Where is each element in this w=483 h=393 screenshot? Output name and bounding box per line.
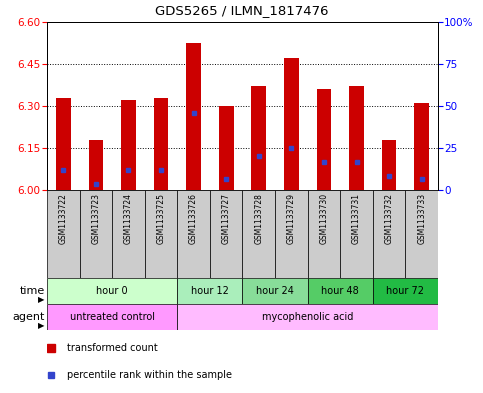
Text: GSM1133731: GSM1133731 <box>352 193 361 244</box>
Text: GSM1133725: GSM1133725 <box>156 193 166 244</box>
Text: untreated control: untreated control <box>70 312 155 322</box>
Bar <box>317 89 331 190</box>
Bar <box>88 140 103 190</box>
Bar <box>177 304 438 330</box>
Text: ▶: ▶ <box>38 321 44 330</box>
Bar <box>414 103 429 190</box>
Bar <box>242 190 275 278</box>
Bar <box>373 190 405 278</box>
Bar <box>242 278 308 304</box>
Bar <box>154 97 169 190</box>
Text: time: time <box>19 286 44 296</box>
Bar <box>47 278 177 304</box>
Text: GSM1133733: GSM1133733 <box>417 193 426 244</box>
Text: GSM1133727: GSM1133727 <box>222 193 231 244</box>
Bar <box>382 140 397 190</box>
Bar <box>47 304 177 330</box>
Text: mycophenolic acid: mycophenolic acid <box>262 312 354 322</box>
Bar <box>219 106 234 190</box>
Bar <box>275 190 308 278</box>
Text: GSM1133724: GSM1133724 <box>124 193 133 244</box>
Bar <box>284 59 298 190</box>
Bar <box>308 190 340 278</box>
Text: agent: agent <box>12 312 44 322</box>
Text: hour 72: hour 72 <box>386 286 425 296</box>
Bar <box>252 86 266 190</box>
Bar <box>145 190 177 278</box>
Text: transformed count: transformed count <box>67 343 157 353</box>
Text: GDS5265 / ILMN_1817476: GDS5265 / ILMN_1817476 <box>155 4 328 18</box>
Bar <box>47 190 80 278</box>
Text: GSM1133726: GSM1133726 <box>189 193 198 244</box>
Bar <box>210 190 242 278</box>
Bar <box>373 278 438 304</box>
Bar <box>405 190 438 278</box>
Text: GSM1133723: GSM1133723 <box>91 193 100 244</box>
Text: GSM1133732: GSM1133732 <box>384 193 394 244</box>
Text: hour 24: hour 24 <box>256 286 294 296</box>
Text: ▶: ▶ <box>38 295 44 304</box>
Text: GSM1133730: GSM1133730 <box>319 193 328 244</box>
Bar <box>121 100 136 190</box>
Bar <box>340 190 373 278</box>
Text: GSM1133722: GSM1133722 <box>59 193 68 244</box>
Bar <box>112 190 145 278</box>
Text: GSM1133728: GSM1133728 <box>254 193 263 244</box>
Bar <box>177 278 242 304</box>
Bar <box>177 190 210 278</box>
Bar <box>80 190 112 278</box>
Text: hour 0: hour 0 <box>96 286 128 296</box>
Bar <box>349 86 364 190</box>
Bar <box>56 97 71 190</box>
Text: GSM1133729: GSM1133729 <box>287 193 296 244</box>
Bar <box>186 43 201 190</box>
Text: hour 12: hour 12 <box>191 286 229 296</box>
Bar <box>308 278 373 304</box>
Text: percentile rank within the sample: percentile rank within the sample <box>67 370 231 380</box>
Text: hour 48: hour 48 <box>321 286 359 296</box>
